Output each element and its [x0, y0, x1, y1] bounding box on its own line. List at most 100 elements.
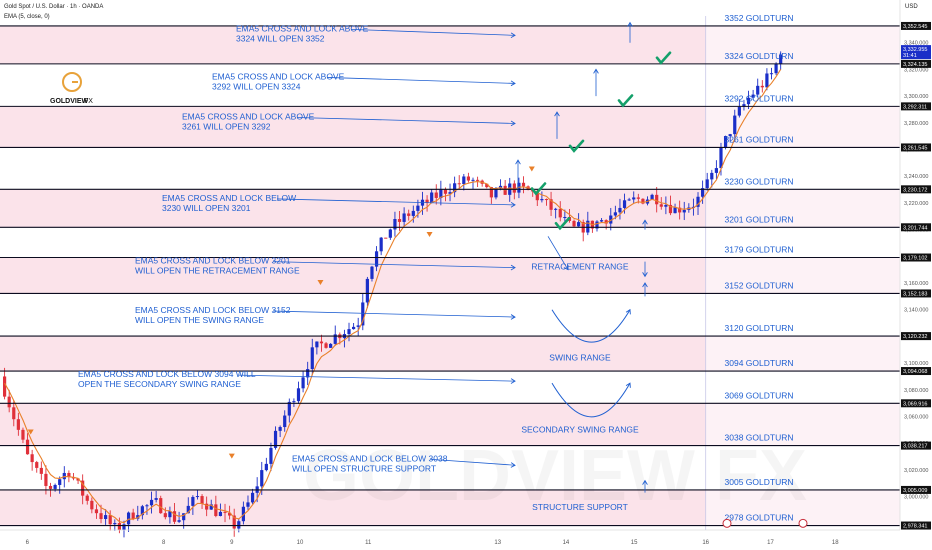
- price-tag-bg: [901, 399, 931, 408]
- candle-body: [273, 430, 278, 448]
- candle: [159, 495, 163, 514]
- check-mark: [568, 139, 585, 153]
- flag-icon: [722, 518, 732, 528]
- y-tick-label: 3,340.000: [904, 41, 928, 47]
- candle-body: [200, 496, 204, 504]
- signal-marker: [528, 166, 535, 172]
- annotation-text: EMA5 CROSS AND LOCK BELOW 3038: [292, 453, 448, 463]
- candle: [310, 338, 314, 376]
- candle-body: [159, 498, 163, 514]
- candle-body: [558, 208, 562, 218]
- candle: [439, 180, 443, 206]
- candle-body: [673, 207, 677, 214]
- candle-body: [485, 183, 489, 188]
- candle: [306, 361, 310, 386]
- candle: [365, 276, 369, 309]
- candle-body: [664, 204, 668, 207]
- candle-body: [512, 183, 516, 193]
- y-tick-label: 3,100.000: [904, 361, 928, 367]
- logo-suffix: FX: [84, 98, 93, 105]
- price-tag-bg: [901, 441, 931, 450]
- candle-body: [379, 237, 383, 252]
- candle-body: [25, 439, 30, 455]
- candle-body: [466, 176, 471, 181]
- arrow-head: [625, 382, 631, 388]
- y-tick-label: 3,140.000: [904, 308, 928, 314]
- price-tag-text: 2,978.341: [903, 524, 927, 530]
- candle: [319, 334, 324, 352]
- candle-body: [563, 217, 567, 219]
- candle-body: [126, 512, 131, 525]
- candle: [356, 317, 360, 336]
- arrow-head: [510, 80, 516, 87]
- annotation-arrow: [429, 458, 516, 466]
- candle-body: [324, 343, 328, 348]
- arrow-head: [554, 111, 560, 117]
- candle-body: [99, 513, 103, 519]
- candle-body: [655, 194, 659, 205]
- candle: [655, 187, 659, 213]
- candle: [232, 508, 236, 537]
- price-tag-bg: [901, 485, 931, 494]
- candle-body: [586, 220, 590, 233]
- candle-body: [430, 192, 434, 203]
- candle-body: [462, 176, 466, 185]
- goldturn-label: 3324 GOLDTURN: [725, 51, 794, 61]
- price-tag-text: 3,005.009: [903, 488, 927, 494]
- annotation-text: EMA5 CROSS AND LOCK ABOVE: [182, 111, 315, 121]
- candle-body: [195, 496, 200, 498]
- candle-body: [361, 302, 365, 326]
- candle: [246, 495, 250, 510]
- future-area: [705, 16, 900, 530]
- candle-body: [577, 222, 581, 227]
- annotation-text: WILL OPEN THE SWING RANGE: [135, 315, 264, 325]
- candle-body: [678, 207, 682, 213]
- candle-body: [742, 104, 746, 107]
- zones-layer: [0, 16, 900, 530]
- candle: [462, 173, 466, 191]
- range-label: STRUCTURE SUPPORT: [532, 502, 628, 512]
- candle-body: [540, 199, 544, 201]
- annotation-text: EMA5 CROSS AND LOCK ABOVE: [212, 71, 345, 81]
- candle-body: [659, 204, 663, 207]
- candle: [402, 207, 406, 228]
- price-tag-bg: [901, 223, 931, 232]
- candle-body: [471, 179, 475, 181]
- candle: [108, 510, 112, 531]
- arrow-head: [510, 264, 516, 271]
- candle: [191, 495, 195, 515]
- arrow-head: [563, 264, 569, 271]
- currency-label: USD: [905, 4, 918, 10]
- annotation-text: EMA5 CROSS AND LOCK BELOW 3201: [135, 256, 291, 266]
- annotation-arrow: [272, 310, 516, 318]
- price-tag-text: 3,038.217: [903, 444, 927, 450]
- candle: [756, 78, 760, 98]
- annotation-arrow: [276, 198, 516, 206]
- candle-body: [104, 515, 108, 519]
- goldturn-label: 3094 GOLDTURN: [725, 358, 794, 368]
- candle-body: [457, 183, 461, 185]
- price-tag-bg: [901, 21, 931, 30]
- goldturn-label: 3230 GOLDTURN: [725, 176, 794, 186]
- price-tag-text: 3,230.172: [903, 187, 927, 193]
- candle-body: [402, 213, 406, 222]
- candle: [374, 246, 379, 272]
- candle: [558, 201, 562, 222]
- candle-body: [723, 136, 728, 148]
- y-tick-label: 3,220.000: [904, 201, 928, 207]
- candle-body: [609, 215, 613, 224]
- candle-body: [122, 524, 126, 530]
- candle: [296, 381, 301, 404]
- candle: [595, 220, 599, 232]
- candle: [379, 236, 383, 256]
- candle-body: [48, 485, 53, 489]
- candle: [393, 211, 397, 237]
- candle: [250, 488, 255, 505]
- candle-body: [81, 480, 85, 496]
- candle-body: [650, 194, 654, 200]
